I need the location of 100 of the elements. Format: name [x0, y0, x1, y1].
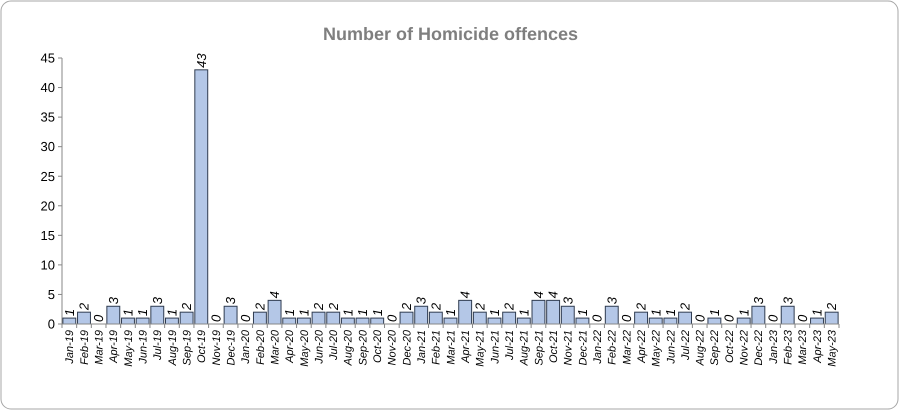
- x-tick-label: May-19: [122, 330, 135, 367]
- x-tick-label: Mar-22: [621, 330, 634, 365]
- data-label: 43: [194, 52, 209, 68]
- bar: [604, 306, 619, 324]
- y-tick-label: 0: [48, 316, 55, 332]
- data-label: 2: [252, 302, 268, 312]
- data-label: 0: [590, 314, 605, 322]
- x-tick-label: Apr-23: [812, 329, 824, 364]
- x-tick-label: Aug-19: [166, 330, 179, 366]
- bar: [780, 306, 795, 324]
- data-label: 1: [62, 308, 77, 316]
- data-label: 2: [472, 302, 488, 312]
- x-tick-label: Jun-20: [313, 329, 326, 365]
- chart-title: Number of Homicide offences: [322, 24, 578, 44]
- data-label: 4: [267, 291, 282, 298]
- x-tick-label: Dec-22: [753, 330, 766, 366]
- x-tick-label: Mar-20: [269, 329, 282, 365]
- x-tick-label: Feb-20: [254, 329, 267, 365]
- x-tick-label: Jan-21: [416, 330, 428, 365]
- data-label: 1: [443, 308, 458, 316]
- bar: [224, 306, 238, 324]
- data-label: 1: [282, 308, 297, 316]
- y-tick-label: 10: [40, 257, 55, 272]
- data-label: 2: [179, 302, 194, 312]
- x-tick-label: Jul-20: [328, 329, 340, 361]
- x-tick-label: Feb-21: [430, 330, 443, 365]
- data-label: 1: [662, 308, 678, 316]
- data-label: 1: [370, 308, 385, 316]
- data-label: 2: [824, 302, 840, 312]
- x-tick-label: Apr-22: [636, 330, 648, 364]
- y-tick-label: 25: [40, 168, 55, 184]
- data-label: 0: [238, 314, 253, 322]
- data-label: 1: [120, 308, 136, 316]
- data-label: 2: [678, 302, 693, 312]
- x-tick-label: Aug-20: [342, 329, 355, 366]
- x-tick-label: Mar-23: [797, 329, 810, 365]
- x-tick-label: Jan-19: [64, 330, 76, 365]
- data-label: 1: [340, 308, 356, 316]
- x-tick-label: Sep-20: [357, 329, 370, 366]
- data-label: 1: [487, 308, 502, 316]
- y-tick-label: 15: [40, 228, 55, 243]
- x-tick-label: May-23: [826, 329, 839, 367]
- data-label: 2: [76, 302, 92, 312]
- data-label: 0: [766, 314, 781, 322]
- data-label: 2: [311, 302, 326, 312]
- x-tick-label: Dec-20: [401, 329, 414, 366]
- data-label: 2: [634, 302, 649, 312]
- x-tick-label: Mar-19: [94, 330, 106, 365]
- data-label: 1: [135, 308, 150, 316]
- data-label: 0: [692, 314, 708, 322]
- x-tick-label: Apr-21: [460, 330, 472, 364]
- data-label: 3: [604, 296, 620, 304]
- x-tick-label: Feb-23: [782, 329, 795, 365]
- x-tick-label: Jul-19: [152, 330, 164, 361]
- data-label: 0: [208, 314, 224, 322]
- x-tick-label: Jun-21: [489, 330, 502, 365]
- x-tick-label: Oct-20: [372, 329, 384, 364]
- y-tick-label: 35: [40, 110, 55, 125]
- data-label: 3: [560, 296, 576, 304]
- data-label: 0: [722, 314, 737, 322]
- x-tick-label: Apr-19: [108, 330, 120, 364]
- data-label: 2: [502, 302, 517, 312]
- data-label: 3: [780, 296, 796, 304]
- data-label: 3: [223, 296, 238, 304]
- x-tick-label: Jan-22: [592, 330, 604, 365]
- x-tick-label: Jul-21: [504, 330, 516, 361]
- x-tick-label: Oct-21: [548, 330, 560, 364]
- x-tick-label: Jun-19: [137, 330, 150, 365]
- x-tick-label: Oct-22: [724, 330, 736, 364]
- x-tick-label: Nov-21: [562, 330, 575, 366]
- y-tick-label: 30: [40, 139, 55, 154]
- x-tick-label: Jan-20: [240, 329, 252, 365]
- x-tick-label: Nov-19: [210, 330, 223, 366]
- data-label: 1: [706, 308, 722, 316]
- x-tick-label: Dec-19: [225, 330, 238, 366]
- x-tick-label: Jan-23: [768, 329, 780, 365]
- data-label: 2: [399, 302, 414, 312]
- data-label: 0: [618, 314, 634, 322]
- y-tick-label: 20: [40, 198, 55, 214]
- data-label: 3: [414, 296, 429, 304]
- data-label: 3: [750, 296, 766, 304]
- x-tick-label: Nov-22: [738, 330, 751, 366]
- x-tick-label: Sep-21: [533, 330, 546, 366]
- x-tick-label: Feb-22: [606, 330, 619, 365]
- x-tick-label: Jul-22: [680, 330, 692, 361]
- data-label: 4: [546, 291, 561, 298]
- data-label: 0: [794, 314, 810, 322]
- data-label: 1: [736, 308, 752, 316]
- x-tick-label: May-20: [298, 329, 311, 367]
- y-tick-label: 40: [40, 80, 55, 96]
- x-tick-label: Feb-19: [78, 330, 91, 365]
- data-label: 4: [531, 291, 546, 298]
- data-label: 0: [91, 314, 106, 322]
- data-label: 2: [428, 302, 444, 312]
- x-tick-label: Dec-21: [577, 330, 590, 366]
- x-tick-label: Aug-22: [694, 330, 707, 366]
- x-tick-label: Apr-20: [284, 329, 296, 364]
- data-label: 0: [384, 314, 400, 322]
- data-label: 1: [355, 308, 370, 316]
- x-tick-label: May-22: [650, 330, 663, 367]
